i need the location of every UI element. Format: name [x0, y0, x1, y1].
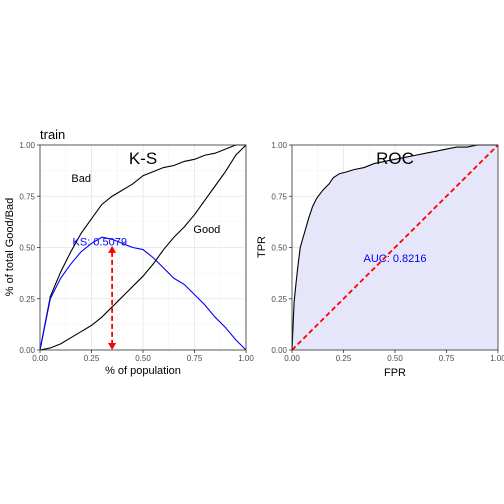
ks-panel-label: K-S: [129, 149, 157, 168]
roc-y-axis-title: TPR: [256, 236, 268, 258]
ks-x-tick-label: 0.50: [135, 354, 151, 363]
figure-title: train: [40, 127, 65, 142]
ks-x-tick-label: 0.75: [187, 354, 203, 363]
roc-y-tick-label: 0.75: [271, 192, 287, 201]
bad-curve-label: Bad: [71, 173, 91, 185]
roc-x-axis-title: FPR: [384, 367, 406, 379]
ks-y-tick-label: 0.75: [19, 192, 35, 201]
ks-value-label: KS: 0.5079: [73, 236, 127, 248]
roc-x-tick-label: 0.50: [387, 354, 403, 363]
ks-y-tick-label: 0.25: [19, 295, 35, 304]
roc-panel-label: ROC: [376, 149, 414, 168]
roc-y-tick-label: 0.00: [271, 346, 287, 355]
ks-y-tick-label: 0.50: [19, 244, 35, 253]
ks-y-axis-title: % of total Good/Bad: [4, 198, 16, 296]
ks-x-tick-label: 1.00: [238, 354, 254, 363]
roc-x-tick-label: 0.25: [336, 354, 352, 363]
ks-panel: 0.00 0.25 0.50 0.75 1.00 0.00 0.25 0.50 0.75 1.00…: [4, 141, 254, 377]
ks-x-tick-label: 0.25: [84, 354, 100, 363]
auc-value-label: AUC: 0.8216: [364, 253, 427, 265]
ks-x-tick-label: 0.00: [32, 354, 48, 363]
roc-y-tick-label: 0.25: [271, 295, 287, 304]
ks-y-tick-label: 0.00: [19, 346, 35, 355]
good-curve-label: Good: [193, 224, 220, 236]
roc-y-tick-label: 0.50: [271, 244, 287, 253]
roc-x-tick-label: 0.00: [284, 354, 300, 363]
roc-x-tick-label: 1.00: [490, 354, 504, 363]
roc-x-tick-label: 0.75: [439, 354, 455, 363]
roc-panel: 0.00 0.25 0.50 0.75 1.00 0.00 0.25 0.50 0.75 1.00…: [256, 141, 504, 379]
ks-x-axis-title: % of population: [105, 365, 181, 377]
ks-y-tick-label: 1.00: [19, 141, 35, 150]
roc-y-tick-label: 1.00: [271, 141, 287, 150]
